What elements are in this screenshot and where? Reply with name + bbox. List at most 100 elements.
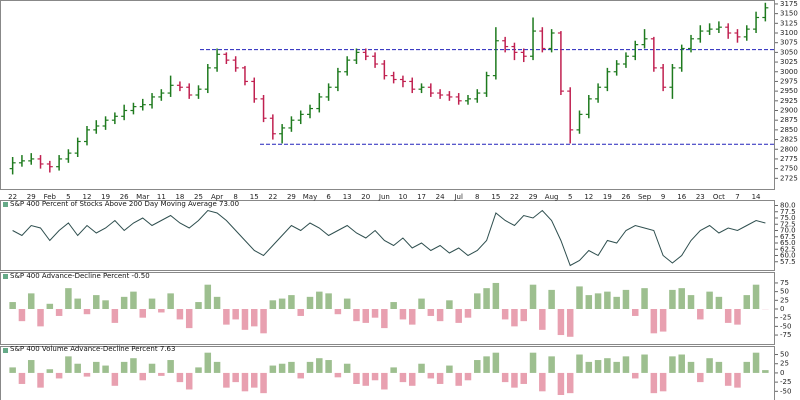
- bar: [734, 309, 741, 325]
- x-tick-label: 13: [343, 193, 352, 201]
- bar: [251, 372, 258, 388]
- bar: [130, 358, 137, 373]
- x-tick-label: 29: [27, 193, 36, 201]
- bar: [455, 372, 462, 386]
- bar: [334, 309, 342, 315]
- bar: [548, 356, 555, 373]
- y-tick-label: 2725: [780, 174, 798, 182]
- bar: [539, 372, 546, 392]
- bar: [9, 367, 16, 373]
- x-tick-label: 22: [510, 193, 519, 201]
- bar: [697, 309, 704, 320]
- y-tick-label: 3175: [780, 0, 798, 8]
- bar: [158, 309, 165, 313]
- legend-icon: [3, 202, 8, 207]
- bar: [604, 358, 611, 373]
- x-tick-label: 18: [175, 193, 184, 201]
- bar: [743, 361, 751, 373]
- bar: [37, 372, 44, 388]
- bar: [65, 288, 72, 309]
- x-tick-label: 25: [194, 193, 203, 201]
- bar: [195, 367, 202, 373]
- bar: [399, 372, 407, 383]
- y-tick-label: 2750: [780, 165, 798, 173]
- y-tick-label: 0: [780, 305, 784, 313]
- x-tick-label: 14: [752, 193, 761, 201]
- bar: [632, 372, 639, 379]
- x-tick-label: 12: [83, 193, 92, 201]
- bar: [474, 293, 481, 309]
- bar: [288, 361, 295, 373]
- bar: [74, 363, 81, 373]
- bar: [371, 309, 379, 318]
- bar: [622, 289, 630, 309]
- bar: [585, 295, 593, 309]
- bar: [446, 300, 453, 309]
- bar: [139, 309, 146, 318]
- y-tick-label: 60.0: [780, 252, 796, 260]
- bar: [427, 372, 435, 379]
- bar: [408, 309, 416, 325]
- bar: [204, 352, 212, 373]
- bar: [139, 372, 146, 381]
- bar: [343, 363, 351, 373]
- bar: [232, 309, 239, 320]
- x-tick-label: 8: [475, 193, 479, 201]
- y-tick-label: 3000: [780, 68, 798, 76]
- bar: [241, 372, 249, 392]
- bar: [381, 372, 388, 390]
- bar: [306, 361, 314, 373]
- bar: [594, 360, 602, 373]
- panel-title: S&P 400 Volume Advance-Decline Percent 7…: [10, 345, 175, 353]
- bar: [241, 309, 249, 330]
- bar: [511, 309, 518, 327]
- y-tick-label: 77.5: [780, 208, 796, 216]
- x-tick-label: 29: [529, 193, 538, 201]
- bar: [46, 303, 54, 309]
- bar: [130, 291, 137, 309]
- x-tick-label: 5: [66, 193, 70, 201]
- bar: [464, 309, 472, 318]
- x-tick-label: 15: [491, 193, 500, 201]
- panel: [9, 352, 769, 395]
- panel-frame: [0, 272, 775, 345]
- bar: [520, 309, 527, 322]
- bar: [576, 286, 583, 309]
- x-tick-label: 9: [661, 193, 665, 201]
- bar: [408, 372, 416, 386]
- y-tick-label: 2900: [780, 107, 798, 115]
- x-tick-label: Mar: [136, 193, 149, 201]
- bar: [687, 361, 695, 373]
- y-tick-label: 2825: [780, 136, 798, 144]
- x-tick-label: Apr: [211, 193, 223, 201]
- bar: [185, 372, 193, 390]
- bar: [204, 284, 212, 309]
- bar: [83, 372, 91, 377]
- bar: [158, 372, 165, 376]
- bar: [176, 372, 184, 383]
- bar: [557, 309, 565, 336]
- bar: [529, 352, 537, 373]
- panel-title: S&P 400 Advance-Decline Percent -0.50: [10, 272, 150, 280]
- bar: [120, 361, 128, 373]
- bar: [743, 295, 751, 309]
- bar: [111, 372, 119, 386]
- bar: [278, 363, 286, 373]
- bar: [18, 372, 26, 384]
- y-tick-label: -75: [780, 331, 791, 339]
- bar: [120, 296, 128, 309]
- panel: [9, 282, 769, 337]
- bar: [641, 354, 648, 373]
- y-tick-label: 3150: [780, 10, 798, 18]
- bar: [594, 293, 602, 309]
- bar: [446, 365, 453, 373]
- x-tick-label: 26: [120, 193, 129, 201]
- bar: [427, 309, 435, 316]
- bar: [148, 298, 156, 309]
- bar: [269, 365, 277, 373]
- legend-icon: [3, 274, 8, 279]
- bar: [18, 309, 26, 322]
- bar: [353, 309, 360, 322]
- bar: [501, 309, 509, 320]
- bar: [418, 298, 425, 309]
